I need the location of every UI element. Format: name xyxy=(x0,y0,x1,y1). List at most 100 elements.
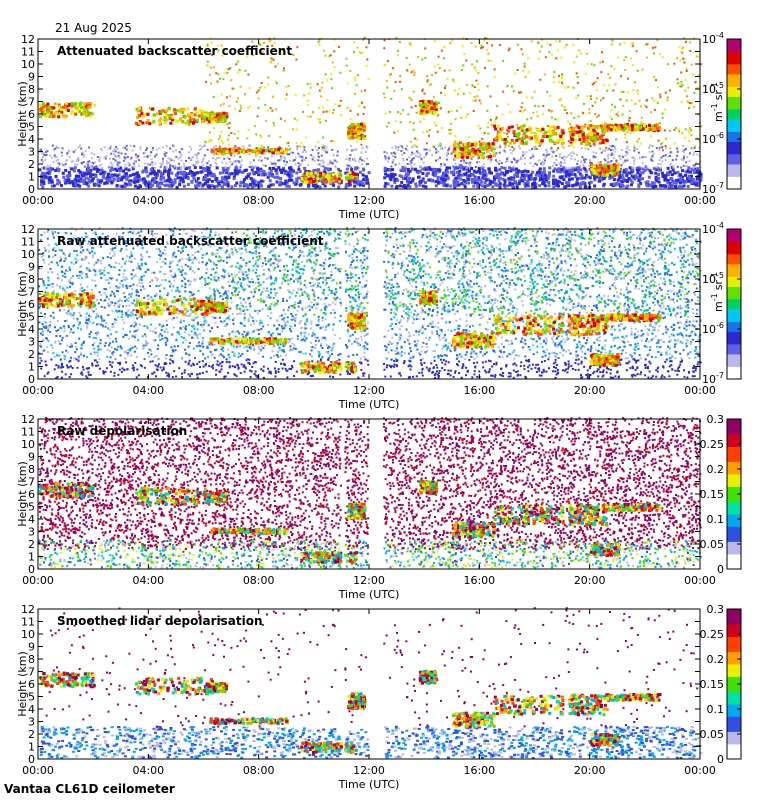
y-tick-label: 5 xyxy=(28,311,35,324)
instrument-label: Vantaa CL61D ceilometer xyxy=(4,782,175,796)
y-tick-label: 7 xyxy=(28,96,35,109)
x-axis-label: Time (UTC) xyxy=(338,398,400,411)
y-tick-label: 12 xyxy=(21,223,35,236)
y-tick-label: 1 xyxy=(28,741,35,754)
y-tick-label: 1 xyxy=(28,361,35,374)
x-tick-label: 12:00 xyxy=(353,194,385,207)
x-tick-label: 04:00 xyxy=(132,764,164,777)
y-tick-label: 9 xyxy=(28,451,35,464)
colorbar-tick-label: 10-6 xyxy=(702,131,724,146)
y-axis-label: Height (km) xyxy=(16,461,29,527)
colorbar-tick-label: 0.15 xyxy=(700,488,725,501)
colorbar-tick-label: 0.25 xyxy=(700,438,725,451)
x-tick-label: 16:00 xyxy=(463,574,495,587)
y-tick-label: 11 xyxy=(21,426,35,439)
y-tick-label: 9 xyxy=(28,261,35,274)
y-tick-label: 3 xyxy=(28,526,35,539)
y-tick-label: 7 xyxy=(28,666,35,679)
colorbar: 10-710-610-510-4m-1sr-1 xyxy=(702,31,741,196)
x-tick-label: 00:00 xyxy=(22,194,54,207)
y-tick-label: 2 xyxy=(28,348,35,361)
panel-title: Smoothed lidar depolarisation xyxy=(57,614,263,628)
y-tick-label: 8 xyxy=(28,653,35,666)
y-tick-label: 8 xyxy=(28,463,35,476)
y-tick-label: 5 xyxy=(28,691,35,704)
x-tick-label: 08:00 xyxy=(243,194,275,207)
y-tick-label: 7 xyxy=(28,286,35,299)
x-tick-label: 12:00 xyxy=(353,764,385,777)
y-tick-label: 6 xyxy=(28,298,35,311)
panel-title: Raw attenuated backscatter coefficient xyxy=(57,234,324,248)
y-axis-label: Height (km) xyxy=(16,651,29,717)
colorbar: 00.050.10.150.20.250.3 xyxy=(700,603,742,766)
x-tick-label: 20:00 xyxy=(574,574,606,587)
x-tick-label: 08:00 xyxy=(243,384,275,397)
x-axis-label: Time (UTC) xyxy=(338,208,400,221)
y-tick-label: 11 xyxy=(21,236,35,249)
x-tick-label: 16:00 xyxy=(463,194,495,207)
y-tick-label: 7 xyxy=(28,476,35,489)
colorbar-tick-label: 0.1 xyxy=(707,703,725,716)
colorbar-tick-label: 10-4 xyxy=(702,221,724,236)
x-tick-label: 20:00 xyxy=(574,764,606,777)
colorbar-tick-label: 0.2 xyxy=(707,463,725,476)
colorbar-tick-label: 10-7 xyxy=(702,181,724,196)
colorbar-tick-label: 10-6 xyxy=(702,321,724,336)
y-tick-label: 2 xyxy=(28,728,35,741)
x-tick-label: 00:00 xyxy=(684,764,716,777)
y-tick-label: 3 xyxy=(28,336,35,349)
x-tick-label: 12:00 xyxy=(353,384,385,397)
x-tick-label: 20:00 xyxy=(574,194,606,207)
colorbar: 10-710-610-510-4m-1sr-1 xyxy=(702,221,741,386)
date-label: 21 Aug 2025 xyxy=(55,21,132,35)
y-tick-label: 3 xyxy=(28,716,35,729)
colorbar-tick-label: 10-7 xyxy=(702,371,724,386)
colorbar-tick-label: 0.15 xyxy=(700,678,725,691)
y-axis-label: Height (km) xyxy=(16,81,29,147)
x-tick-label: 16:00 xyxy=(463,764,495,777)
y-tick-label: 8 xyxy=(28,83,35,96)
y-tick-label: 6 xyxy=(28,678,35,691)
y-tick-label: 11 xyxy=(21,46,35,59)
panel-1: Attenuated backscatter coefficient012345… xyxy=(16,31,741,221)
y-axis-label: Height (km) xyxy=(16,271,29,337)
colorbar-tick-label: 0.05 xyxy=(700,538,725,551)
y-tick-label: 11 xyxy=(21,616,35,629)
colorbar: 00.050.10.150.20.250.3 xyxy=(700,413,742,576)
x-tick-label: 04:00 xyxy=(132,194,164,207)
y-tick-label: 2 xyxy=(28,158,35,171)
colorbar-tick-label: 0.05 xyxy=(700,728,725,741)
panel-2: Raw attenuated backscatter coefficient01… xyxy=(16,221,741,411)
x-tick-label: 20:00 xyxy=(574,384,606,397)
x-tick-label: 04:00 xyxy=(132,384,164,397)
x-tick-label: 12:00 xyxy=(353,574,385,587)
y-tick-label: 9 xyxy=(28,641,35,654)
x-tick-label: 08:00 xyxy=(243,764,275,777)
colorbar-tick-label: 0.2 xyxy=(707,653,725,666)
y-tick-label: 10 xyxy=(21,58,35,71)
y-tick-label: 4 xyxy=(28,513,35,526)
y-tick-label: 4 xyxy=(28,703,35,716)
colorbar-tick-label: 0 xyxy=(717,753,724,766)
x-tick-label: 00:00 xyxy=(684,574,716,587)
y-tick-label: 10 xyxy=(21,248,35,261)
y-tick-label: 10 xyxy=(21,628,35,641)
y-tick-label: 12 xyxy=(21,33,35,46)
x-tick-label: 04:00 xyxy=(132,574,164,587)
y-tick-label: 12 xyxy=(21,413,35,426)
x-tick-label: 16:00 xyxy=(463,384,495,397)
y-tick-label: 6 xyxy=(28,108,35,121)
y-tick-label: 10 xyxy=(21,438,35,451)
panels: Attenuated backscatter coefficient012345… xyxy=(16,31,741,791)
y-tick-label: 1 xyxy=(28,171,35,184)
y-tick-label: 9 xyxy=(28,71,35,84)
colorbar-tick-label: 0.3 xyxy=(707,603,725,616)
panel-4: Smoothed lidar depolarisation01234567891… xyxy=(16,603,741,791)
colorbar-tick-label: 0.3 xyxy=(707,413,725,426)
y-tick-label: 4 xyxy=(28,133,35,146)
y-tick-label: 6 xyxy=(28,488,35,501)
y-tick-label: 8 xyxy=(28,273,35,286)
colorbar-tick-label: 10-4 xyxy=(702,31,724,46)
